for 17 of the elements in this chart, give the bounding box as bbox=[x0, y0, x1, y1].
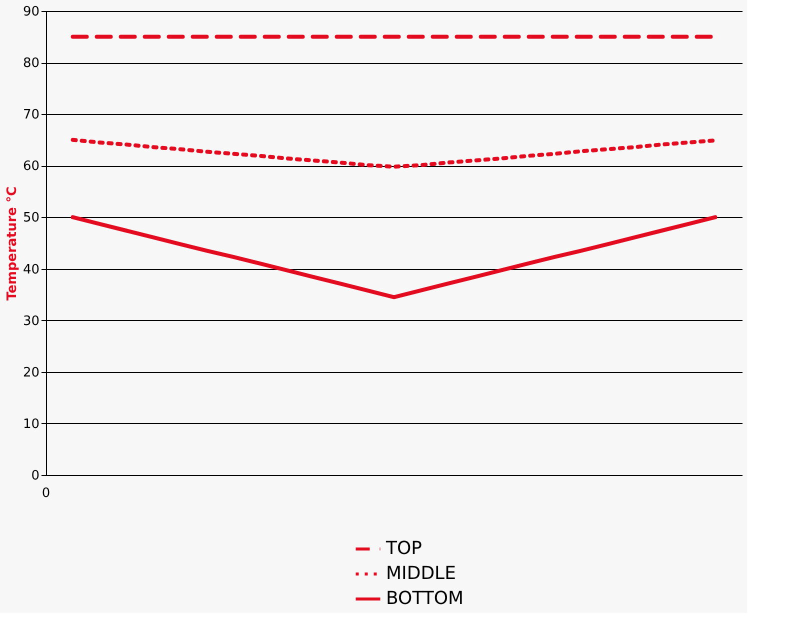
y-tick-label: 10 bbox=[22, 416, 40, 432]
line-series bbox=[70, 215, 718, 300]
y-tick-label: 60 bbox=[22, 159, 40, 174]
y-tick-label: 40 bbox=[22, 262, 40, 278]
y-tick-label: 0 bbox=[31, 468, 40, 484]
legend-label: MIDDLE bbox=[386, 563, 456, 584]
y-tick-label: 90 bbox=[22, 4, 40, 20]
y-axis-title: Temperature °C bbox=[4, 186, 20, 301]
line-series bbox=[70, 138, 718, 169]
y-tick-label: 70 bbox=[22, 108, 40, 123]
y-tick-label: 50 bbox=[22, 210, 40, 226]
text: 0 bbox=[42, 486, 50, 501]
y-tick-label: 30 bbox=[22, 314, 40, 329]
y-tick-label: 80 bbox=[22, 56, 40, 72]
y-tick-label: 20 bbox=[22, 365, 40, 380]
legend-label: BOTTOM bbox=[386, 588, 464, 609]
legend-label: TOP bbox=[385, 538, 422, 559]
